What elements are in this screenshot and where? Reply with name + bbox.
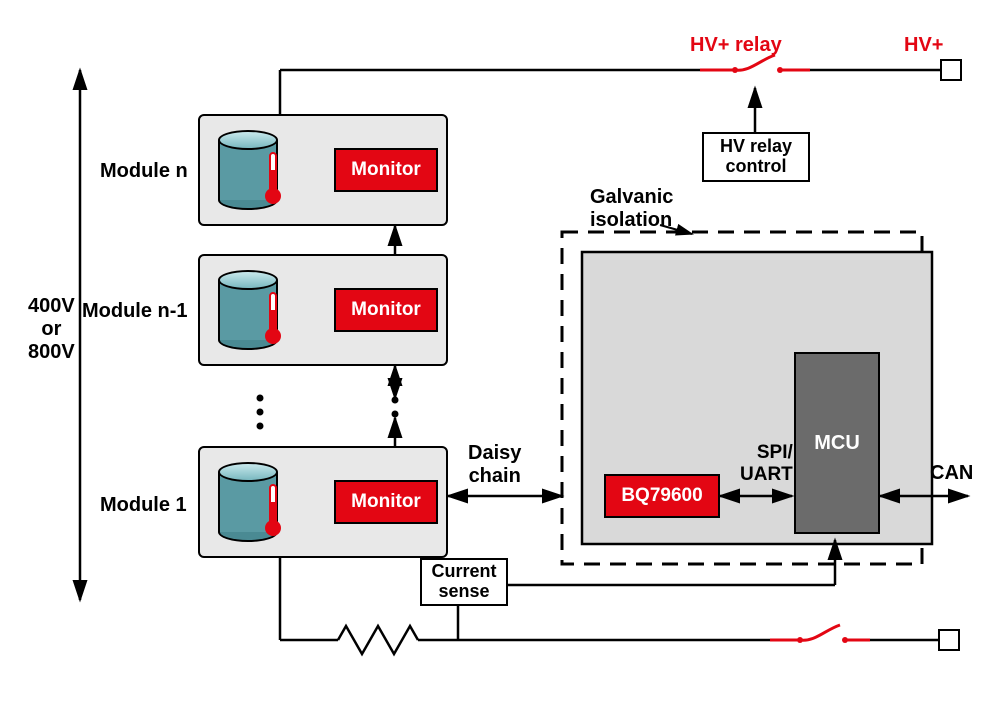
module-n-monitor: Monitor xyxy=(334,148,438,192)
galvanic-isolation-label: Galvanic isolation xyxy=(590,186,673,232)
module-n1-cell xyxy=(218,270,278,350)
hv-minus-terminal xyxy=(938,629,960,651)
module-n1-label: Module n-1 xyxy=(82,300,188,323)
monitor-label: Monitor xyxy=(351,491,421,513)
mcu-block: MCU xyxy=(794,352,880,534)
module-n-cell xyxy=(218,130,278,210)
module-n-label: Module n xyxy=(100,160,188,183)
hv-plus-label: HV+ xyxy=(904,34,943,57)
hv-relay-control-box: HV relay control xyxy=(702,132,810,182)
module-1-monitor: Monitor xyxy=(334,480,438,524)
hv-plus-relay-label: HV+ relay xyxy=(690,34,782,57)
thermometer-icon xyxy=(264,152,282,204)
can-label: CAN xyxy=(930,462,973,485)
thermometer-icon xyxy=(264,484,282,536)
module-1-label: Module 1 xyxy=(100,494,187,517)
current-sense-box: Current sense xyxy=(420,558,508,606)
hv-plus-terminal xyxy=(940,59,962,81)
voltage-label: 400V or 800V xyxy=(28,295,75,364)
current-sense-label: Current sense xyxy=(422,562,506,602)
bq79600-label: BQ79600 xyxy=(621,485,702,507)
monitor-label: Monitor xyxy=(351,159,421,181)
hv-relay-control-label: HV relay control xyxy=(704,137,808,177)
thermometer-icon xyxy=(264,292,282,344)
daisy-chain-label: Daisy chain xyxy=(468,442,521,488)
mcu-label: MCU xyxy=(814,432,860,455)
module-1-cell xyxy=(218,462,278,542)
bq79600-block: BQ79600 xyxy=(604,474,720,518)
module-n1-monitor: Monitor xyxy=(334,288,438,332)
monitor-label: Monitor xyxy=(351,299,421,321)
spi-uart-label: SPI/ UART xyxy=(740,442,793,486)
